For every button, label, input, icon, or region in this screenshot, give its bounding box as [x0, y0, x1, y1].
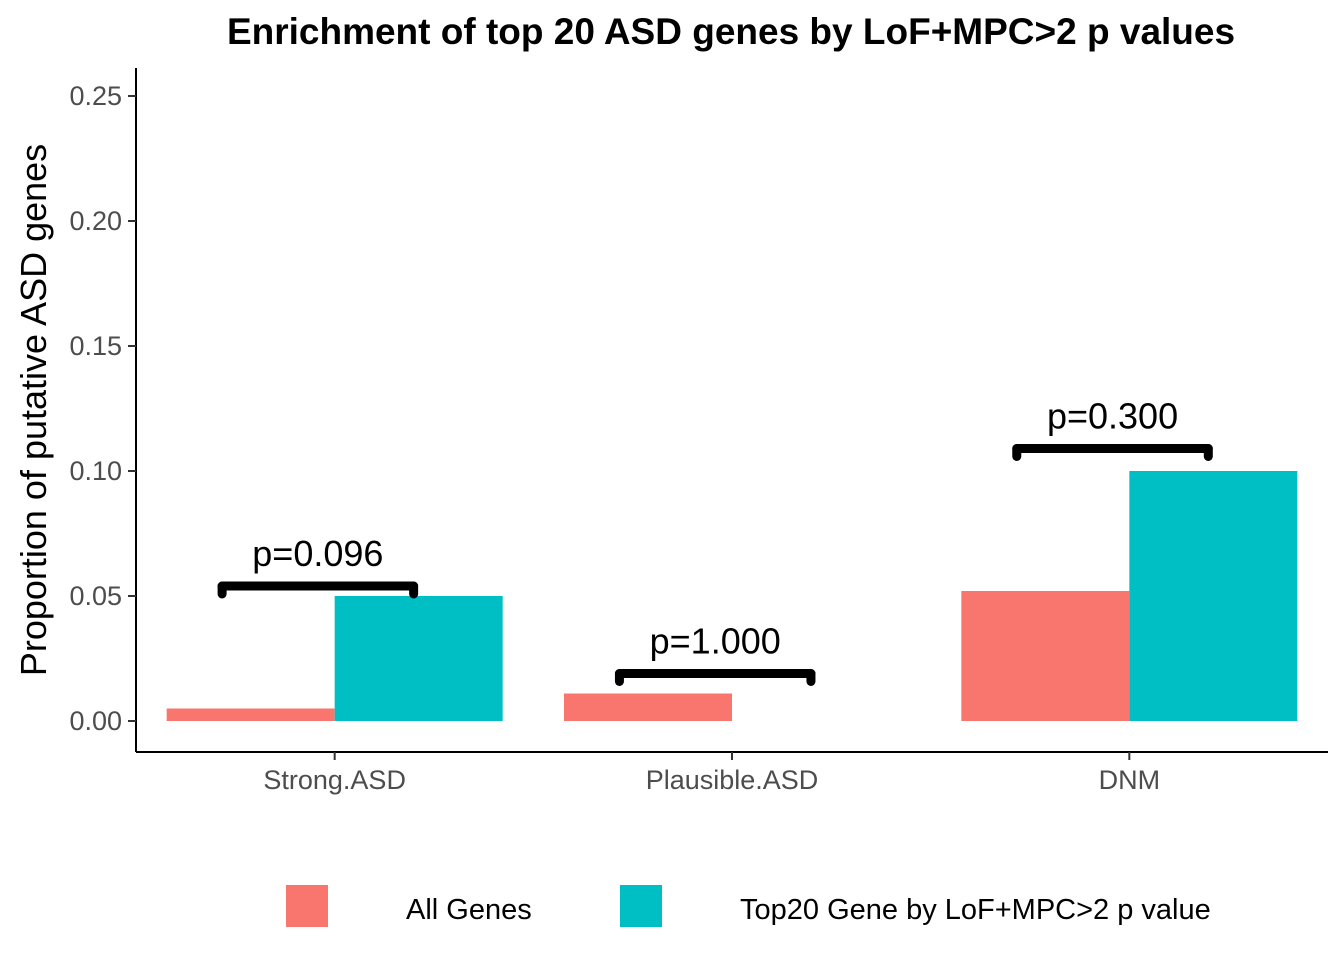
p-value-label: p=1.000	[650, 621, 781, 662]
y-tick-label: 0.15	[69, 331, 122, 361]
legend: All Genes Top20 Gene by LoF+MPC>2 p value	[286, 885, 1211, 927]
x-tick-label: DNM	[1099, 765, 1161, 795]
bar	[1129, 471, 1298, 721]
y-tick-label: 0.10	[69, 456, 122, 486]
y-axis-label: Proportion of putative ASD genes	[13, 144, 54, 676]
y-tick-label: 0.20	[69, 206, 122, 236]
bar	[334, 596, 503, 721]
y-tick-label: 0.05	[69, 581, 122, 611]
p-value-label: p=0.300	[1047, 396, 1178, 437]
bar	[564, 693, 732, 721]
significance-bracket: p=0.096	[217, 533, 419, 599]
significance-bracket: p=1.000	[614, 621, 816, 686]
y-tick-label: 0.00	[69, 706, 122, 736]
legend-label: Top20 Gene by LoF+MPC>2 p value	[740, 894, 1211, 926]
bar	[961, 591, 1130, 721]
legend-label: All Genes	[406, 894, 532, 926]
x-tick-label: Plausible.ASD	[646, 765, 819, 795]
bar	[166, 708, 335, 721]
x-tick-label: Strong.ASD	[263, 765, 406, 795]
legend-swatch	[286, 885, 328, 927]
y-tick-label: 0.25	[69, 81, 122, 111]
p-value-label: p=0.096	[252, 533, 383, 574]
chart-title: Enrichment of top 20 ASD genes by LoF+MP…	[227, 11, 1235, 52]
significance-bracket: p=0.300	[1012, 396, 1213, 461]
plot-area: 0.00 0.05 0.10 0.15 0.20 0.25 Strong.ASD Plausi…	[69, 68, 1328, 795]
legend-swatch	[620, 885, 662, 927]
